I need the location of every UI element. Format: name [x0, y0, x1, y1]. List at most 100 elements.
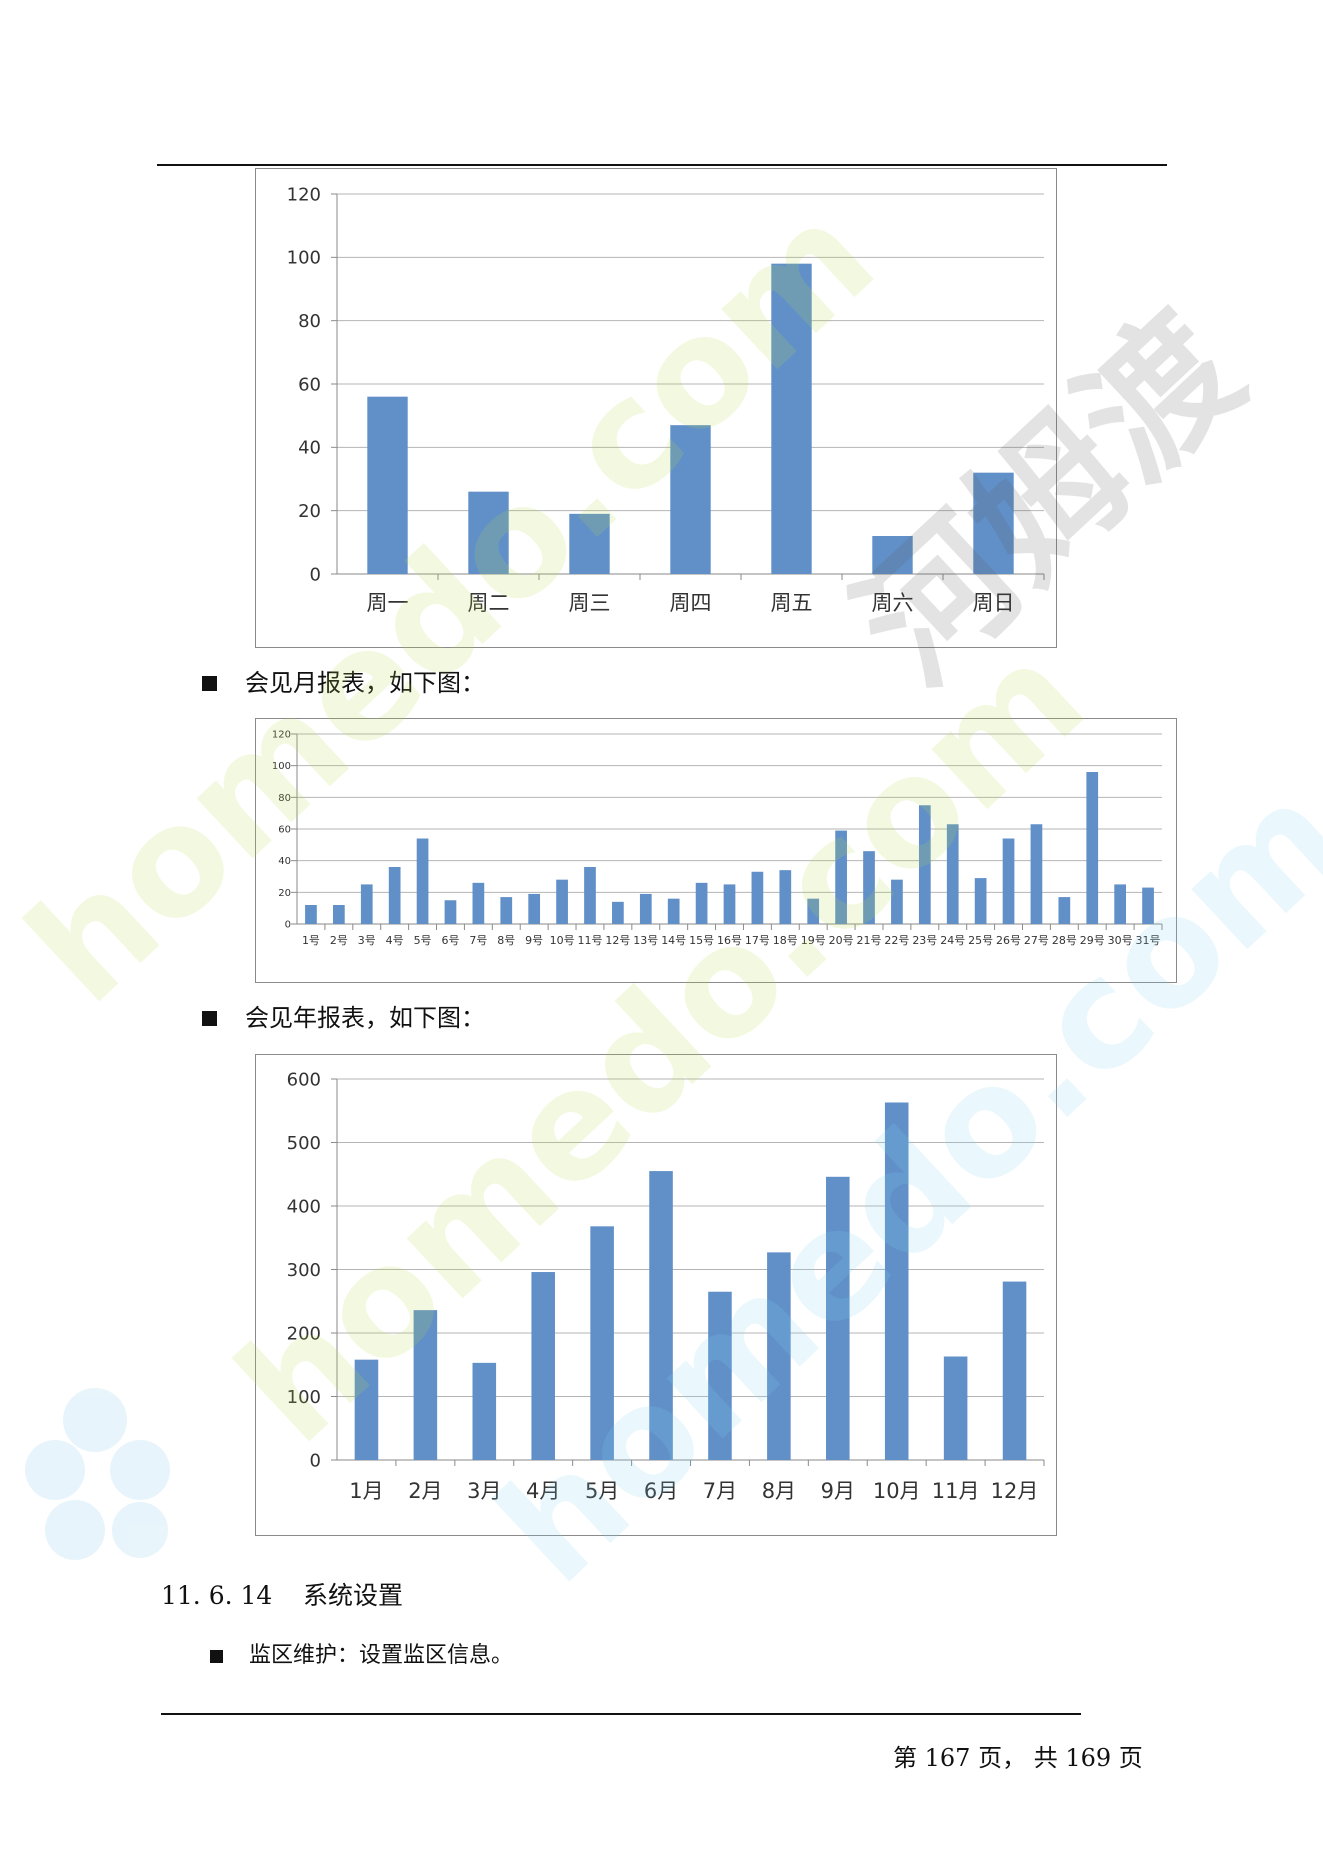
y-tick-label: 80: [298, 311, 321, 332]
bullet-monitor-text: 监区维护：设置监区信息。: [249, 1643, 514, 1668]
bar: [569, 513, 610, 574]
bar: [863, 851, 875, 924]
y-tick-label: 60: [298, 374, 321, 395]
bar: [872, 536, 913, 574]
bar: [354, 1359, 379, 1460]
bar: [708, 1291, 732, 1460]
bar: [918, 805, 931, 924]
y-tick-label: 40: [298, 438, 321, 459]
y-tick-label: 0: [310, 1450, 321, 1471]
y-tick-label: 0: [310, 564, 321, 585]
weekly-chart-svg: 0 20 40 60 80 100 120 周一 周二 周三 周四 周五 周六 周日: [287, 184, 1045, 615]
bar: [639, 893, 652, 924]
y-tick-label: 40: [278, 856, 291, 867]
yearly-report-chart: 0 100 200 300 400 500 600 1月 2月 3月 4月 5月 6月 7月 8月 9月 10月…: [255, 1054, 1057, 1536]
bar: [891, 879, 903, 924]
bar: [472, 882, 485, 924]
x-category-label: 19号: [801, 934, 826, 947]
x-category-label: 11月: [932, 1479, 980, 1503]
x-category-label: 5月: [585, 1479, 619, 1503]
section-number: 11. 6. 14: [161, 1581, 273, 1610]
y-tick-label: 600: [287, 1069, 321, 1090]
bar: [416, 838, 429, 924]
bar: [1002, 838, 1015, 924]
x-category-label: 25号: [968, 934, 993, 947]
x-category-label: 31号: [1136, 934, 1161, 947]
bar: [946, 824, 959, 924]
x-category-label: 2月: [408, 1479, 442, 1503]
bar: [807, 898, 820, 924]
bar: [1058, 897, 1071, 924]
x-category-label: 6号: [441, 934, 459, 947]
bar: [1142, 887, 1154, 924]
x-category-label: 9月: [821, 1479, 855, 1503]
x-category-label: 周五: [771, 591, 813, 615]
x-category-label: 21号: [857, 934, 882, 947]
bullet-year-report: 会见年报表，如下图：: [202, 1003, 485, 1033]
y-tick-label: 0: [285, 920, 291, 931]
x-category-label: 30号: [1108, 934, 1133, 947]
x-category-label: 5号: [414, 934, 432, 947]
bar: [528, 893, 541, 924]
bar: [973, 472, 1014, 574]
x-category-label: 6月: [644, 1479, 678, 1503]
bullet-month-text: 会见月报表，如下图：: [245, 669, 485, 697]
bar: [767, 1252, 791, 1460]
y-tick-label: 500: [287, 1133, 321, 1154]
bar: [667, 898, 680, 924]
x-category-label: 11号: [577, 934, 602, 947]
section-heading: 11. 6. 14 系统设置: [161, 1580, 403, 1612]
bar: [413, 1310, 438, 1460]
bar: [974, 878, 987, 924]
y-tick-label: 60: [278, 825, 291, 836]
bullet-square-icon: [202, 675, 217, 691]
x-category-label: 22号: [884, 934, 909, 947]
x-category-label: 18号: [773, 934, 798, 947]
x-category-label: 7月: [703, 1479, 737, 1503]
y-tick-label: 80: [278, 793, 291, 804]
bar: [367, 396, 408, 574]
x-category-label: 3号: [358, 934, 376, 947]
monthly-report-chart: 0 20 40 60 80 100 120 1号 2号 3号 4号 5号 6号 7号 8号 9号 10号 11号 1…: [255, 718, 1177, 983]
bullet-monitor-area: 监区维护：设置监区信息。: [210, 1641, 513, 1671]
y-tick-label: 300: [287, 1260, 321, 1281]
bar: [670, 425, 711, 574]
x-category-label: 26号: [996, 934, 1021, 947]
x-category-label: 12号: [605, 934, 630, 947]
bar: [531, 1272, 555, 1460]
x-category-label: 4号: [386, 934, 404, 947]
weekly-report-chart: 0 20 40 60 80 100 120 周一 周二 周三 周四 周五 周六 周日: [255, 168, 1057, 648]
x-category-label: 10月: [873, 1479, 921, 1503]
bullet-month-report: 会见月报表，如下图：: [202, 668, 485, 698]
bar: [472, 1362, 497, 1460]
y-tick-label: 100: [287, 1387, 321, 1408]
x-category-label: 24号: [940, 934, 965, 947]
bar: [360, 884, 373, 924]
bullet-year-text: 会见年报表，如下图：: [245, 1004, 485, 1032]
x-category-label: 2号: [330, 934, 348, 947]
x-category-label: 28号: [1052, 934, 1077, 947]
bullet-square-icon: [202, 1010, 217, 1026]
x-category-label: 10号: [550, 934, 575, 947]
bar: [779, 870, 792, 924]
y-tick-label: 200: [287, 1323, 321, 1344]
y-tick-label: 120: [287, 184, 321, 205]
x-category-label: 周六: [872, 591, 914, 615]
x-category-label: 周三: [569, 591, 611, 615]
x-category-label: 15号: [689, 934, 714, 947]
x-category-label: 8号: [497, 934, 515, 947]
bar: [500, 897, 513, 924]
y-tick-label: 400: [287, 1196, 321, 1217]
x-category-label: 23号: [912, 934, 937, 947]
bar: [649, 1171, 673, 1460]
bar: [771, 263, 812, 574]
x-category-label: 14号: [661, 934, 686, 947]
bar: [388, 867, 401, 924]
bar: [444, 900, 457, 924]
bar: [1002, 1281, 1027, 1460]
x-category-label: 周日: [973, 591, 1015, 615]
bar: [723, 884, 736, 924]
x-category-label: 3月: [467, 1479, 501, 1503]
page-footer: 第 167 页， 共 169 页: [893, 1744, 1143, 1772]
x-category-label: 12月: [991, 1479, 1039, 1503]
